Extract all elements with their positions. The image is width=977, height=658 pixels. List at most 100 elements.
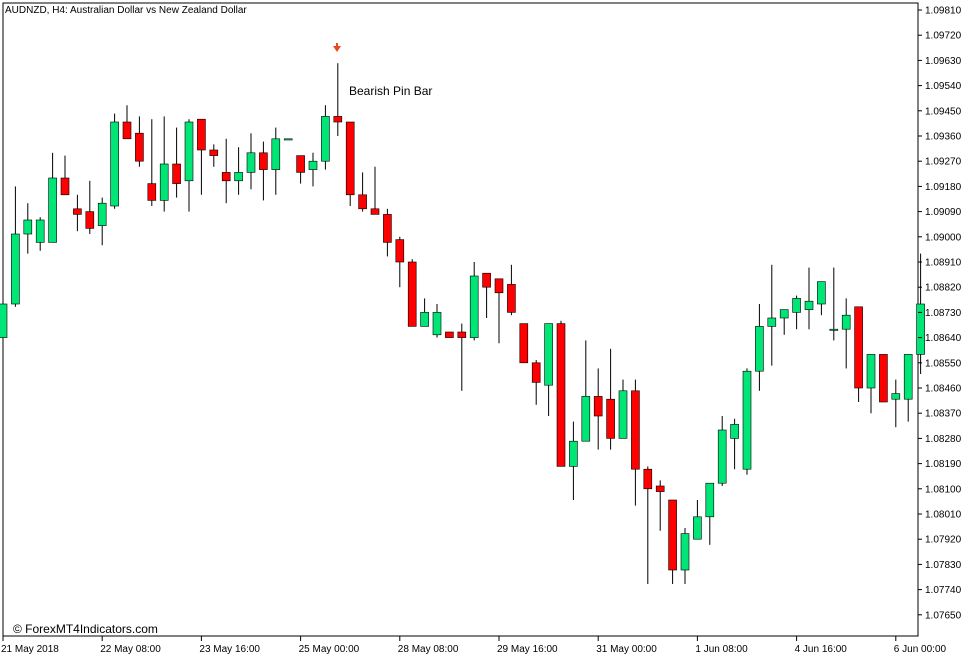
candle: [569, 421, 578, 500]
bearish-candle-body: [482, 272, 491, 288]
bearish-candle-body: [593, 396, 603, 417]
y-tick-label: 1.08460: [925, 384, 962, 395]
y-tick-label: 1.09270: [925, 157, 962, 168]
candle: [457, 323, 467, 391]
bearish-candle-body: [407, 261, 417, 327]
bearish-candle-body: [60, 177, 70, 196]
bullish-candle-body: [420, 312, 429, 327]
y-tick-label: 1.07830: [925, 560, 962, 571]
candle: [556, 320, 566, 467]
candle: [420, 298, 429, 327]
bullish-candle-body: [97, 202, 107, 226]
candle: [73, 194, 82, 232]
candle: [97, 197, 107, 246]
bearish-candle-body: [854, 306, 863, 389]
bearish-candle-body: [296, 155, 305, 173]
candle: [345, 121, 355, 206]
bullish-candle-body: [742, 370, 752, 470]
x-tick-label: 28 May 08:00: [398, 644, 459, 655]
bearish-candle-body: [395, 239, 405, 263]
bearish-candle-body: [333, 116, 343, 123]
bullish-candle-body: [308, 160, 318, 170]
candle: [48, 152, 57, 243]
candle: [742, 368, 752, 475]
x-tick-label: 23 May 16:00: [199, 644, 260, 655]
bullish-candle-body: [11, 233, 20, 305]
candle: [259, 141, 268, 201]
candle: [209, 144, 219, 167]
candle: [817, 281, 826, 316]
bullish-candle-body: [569, 440, 578, 467]
bullish-candle-body: [432, 312, 442, 336]
candle: [531, 360, 541, 405]
candle: [0, 303, 8, 355]
candle: [854, 306, 863, 402]
candle: [407, 259, 417, 327]
candle: [482, 272, 491, 318]
symbol-timeframe-label: AUDNZD, H4:: [5, 5, 68, 16]
candle: [184, 119, 194, 212]
x-tick-label: 22 May 08:00: [100, 644, 161, 655]
bullish-candle-body: [184, 121, 194, 182]
candle: [271, 127, 281, 195]
bullish-candle-body: [680, 533, 690, 571]
x-tick-label: 29 May 16:00: [497, 644, 558, 655]
candle: [693, 500, 702, 540]
bearish-candle-body: [73, 208, 82, 215]
bullish-candle-body: [792, 298, 801, 313]
candle: [159, 116, 169, 212]
y-tick-label: 1.08280: [925, 434, 962, 445]
candle: [395, 236, 405, 288]
candle: [643, 466, 653, 584]
candle: [469, 262, 479, 341]
bearish-candle-body: [197, 118, 206, 151]
x-tick-label: 4 Jun 16:00: [795, 644, 848, 655]
bullish-candle-body: [767, 317, 777, 327]
candle: [717, 416, 727, 486]
y-tick-label: 1.09630: [925, 56, 962, 67]
candle: [370, 166, 380, 215]
candle: [283, 138, 293, 141]
candle: [705, 482, 715, 545]
candle: [916, 253, 925, 374]
y-tick-label: 1.08370: [925, 409, 962, 420]
bullish-candle-body: [469, 275, 479, 338]
bullish-candle-body: [581, 396, 591, 442]
bearish-candle-body: [172, 163, 181, 184]
candle: [730, 418, 739, 470]
bullish-candle-body: [717, 429, 727, 484]
bearish-candle-body: [85, 211, 95, 229]
candle: [792, 295, 801, 330]
bearish-candle-body: [445, 331, 454, 338]
y-tick-label: 1.08550: [925, 358, 962, 369]
candle: [321, 105, 330, 170]
bullish-candle-body: [159, 163, 169, 201]
y-tick-label: 1.09180: [925, 182, 962, 193]
bullish-candle-body: [110, 121, 119, 207]
candle: [829, 267, 839, 341]
down-arrow-icon: [333, 43, 341, 52]
bearish-candle-body: [606, 398, 615, 439]
candle: [804, 267, 814, 330]
candle: [234, 147, 243, 195]
bearish-candle-body: [655, 485, 665, 492]
candle: [147, 119, 157, 206]
y-tick-label: 1.09720: [925, 31, 962, 42]
candle: [593, 368, 603, 450]
bearish-candle-body: [531, 362, 541, 383]
y-tick-label: 1.08820: [925, 283, 962, 294]
bullish-candle-body: [618, 390, 628, 439]
x-tick-label: 31 May 00:00: [596, 644, 657, 655]
candle: [197, 118, 206, 195]
bullish-candle-body: [817, 281, 826, 305]
candle: [767, 264, 777, 366]
bullish-candle-body: [48, 177, 57, 243]
bullish-candle-body: [246, 152, 256, 173]
bullish-candle-body: [779, 309, 789, 319]
bullish-candle-body: [283, 138, 293, 141]
candle: [680, 528, 690, 584]
candles-group: [0, 63, 925, 584]
bearish-candle-body: [507, 284, 516, 313]
y-tick-label: 1.09090: [925, 207, 962, 218]
candle: [172, 127, 181, 198]
